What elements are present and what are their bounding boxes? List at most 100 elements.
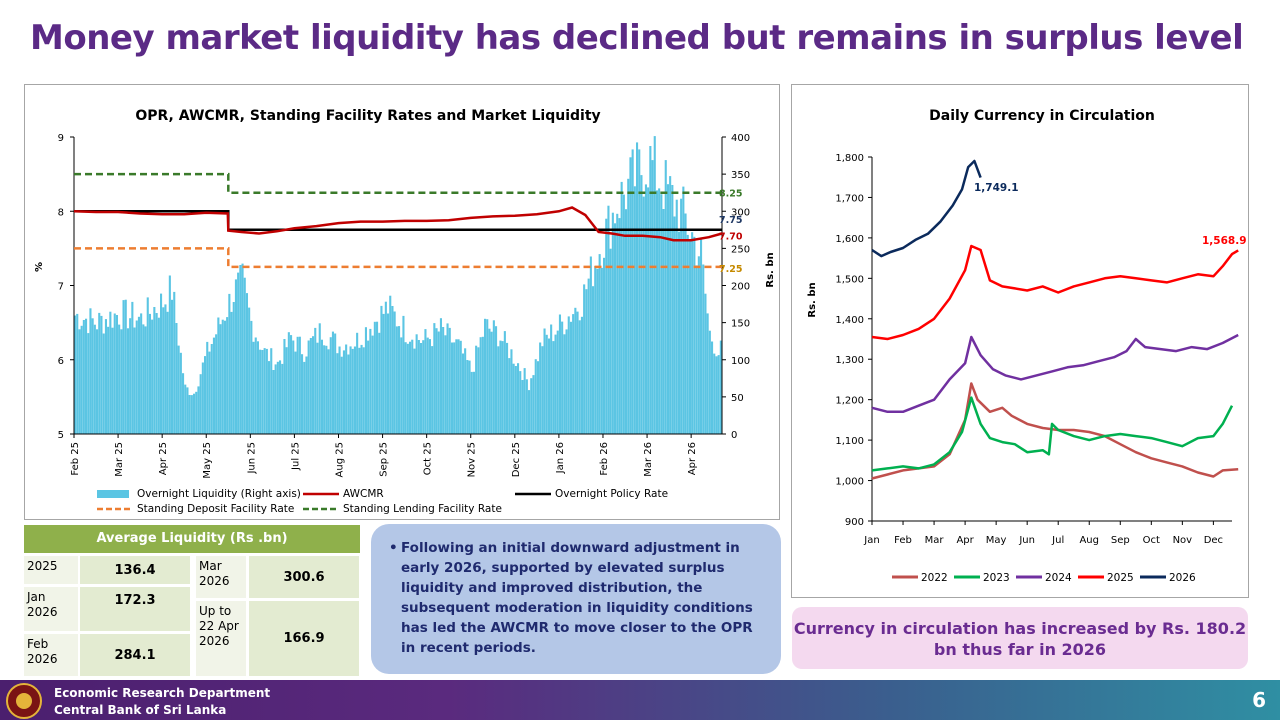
x-tick-label: Mar <box>925 535 945 546</box>
liquidity-bar <box>164 304 167 434</box>
liquidity-bar <box>184 384 187 434</box>
liquidity-bar <box>157 317 160 434</box>
liquidity-bar <box>450 342 453 434</box>
liquidity-bar <box>702 264 705 434</box>
liquidity-bar <box>314 327 317 434</box>
liquidity-bar <box>245 293 248 434</box>
liquidity-bar <box>307 340 310 434</box>
liquidity-bar <box>711 341 714 434</box>
legend-label: 2024 <box>1045 572 1072 584</box>
liquidity-bar <box>351 348 354 434</box>
liquidity-bar <box>616 213 619 434</box>
liquidity-bar <box>243 277 246 434</box>
liquidity-bar <box>682 186 685 434</box>
liquidity-bar <box>338 346 341 434</box>
liquidity-bar <box>664 160 667 434</box>
liquidity-bar <box>111 327 114 434</box>
liquidity-bar <box>598 254 601 434</box>
liquidity-bar <box>435 328 438 434</box>
liquidity-bar <box>662 209 665 434</box>
page-number: 6 <box>1252 688 1266 712</box>
series-end-label: 1,749.1 <box>974 182 1019 194</box>
liquidity-bar <box>395 326 398 434</box>
liquidity-bar <box>424 329 427 434</box>
liquidity-bar <box>294 351 297 434</box>
liquidity-bar <box>391 306 394 434</box>
liquidity-bar <box>490 331 493 434</box>
liquidity-bar <box>171 299 174 434</box>
x-tick-label: Sep <box>1111 535 1130 546</box>
liquidity-bar <box>545 334 548 434</box>
legend-label: AWCMR <box>343 488 384 500</box>
liquidity-bar <box>265 348 268 434</box>
y-axis-label: Rs. bn <box>807 282 818 317</box>
liquidity-bar <box>563 334 566 434</box>
liquidity-bar <box>409 341 412 434</box>
legend-label: 2023 <box>983 572 1010 584</box>
liquidity-bar <box>627 178 630 434</box>
liquidity-bar <box>312 336 315 434</box>
x-tick-label: Jul 25 <box>290 442 301 471</box>
avg-liquidity-value: 136.4 <box>80 556 190 584</box>
liquidity-bar <box>655 190 658 434</box>
y2-tick-label: 200 <box>731 282 750 293</box>
liquidity-bar <box>241 263 244 434</box>
liquidity-bar <box>301 354 304 434</box>
liquidity-bar <box>175 323 178 434</box>
liquidity-bar <box>82 320 85 434</box>
liquidity-bar <box>651 160 654 434</box>
liquidity-bar <box>179 352 182 434</box>
liquidity-bar <box>488 328 491 434</box>
liquidity-bar <box>166 311 169 434</box>
liquidity-bar <box>177 345 180 434</box>
liquidity-bar <box>501 341 504 434</box>
series-line-2024 <box>871 333 1239 414</box>
avg-liquidity-label: Mar 2026 <box>196 556 246 598</box>
liquidity-bar <box>461 353 464 434</box>
liquidity-bar <box>210 344 213 434</box>
liquidity-bar <box>684 213 687 434</box>
y-tick-label: 1,700 <box>835 193 864 204</box>
x-tick-label: Mar 25 <box>114 442 125 477</box>
x-tick-label: Aug <box>1079 535 1099 546</box>
y-tick-label: 9 <box>58 133 64 144</box>
liquidity-bar <box>534 359 537 434</box>
liquidity-bar <box>426 337 429 434</box>
liquidity-bar <box>279 360 282 434</box>
liquidity-bar <box>596 268 599 434</box>
liquidity-bar <box>263 348 266 434</box>
liquidity-bar <box>523 368 526 434</box>
x-tick-label: Nov <box>1173 535 1193 546</box>
x-tick-label: Apr 25 <box>158 442 169 475</box>
liquidity-bar <box>415 334 418 434</box>
liquidity-bar <box>536 361 539 434</box>
liquidity-bar <box>162 307 165 434</box>
currency-note-text: Currency in circulation has increased by… <box>793 619 1247 659</box>
liquidity-bar <box>188 395 191 434</box>
liquidity-bar <box>74 315 77 434</box>
liquidity-bar <box>446 323 449 434</box>
x-tick-label: Dec 25 <box>511 442 522 477</box>
liquidity-bar <box>640 175 643 434</box>
liquidity-bar <box>717 355 720 434</box>
avg-liquidity-label: Feb 2026 <box>24 634 78 676</box>
liquidity-bar <box>554 334 557 434</box>
liquidity-bar <box>193 393 196 434</box>
liquidity-bar <box>239 265 242 434</box>
y-tick-label: 1,100 <box>835 436 864 447</box>
liquidity-bar <box>499 340 502 434</box>
liquidity-bar <box>252 341 255 434</box>
liquidity-bar <box>614 223 617 434</box>
x-tick-label: Feb <box>894 535 912 546</box>
liquidity-bar <box>190 395 193 434</box>
commentary-bubble: Following an initial downward adjustment… <box>371 524 781 674</box>
liquidity-bar <box>217 317 220 434</box>
liquidity-bar <box>508 358 511 434</box>
liquidity-bar <box>417 340 420 434</box>
liquidity-bar <box>219 324 222 434</box>
liquidity-bar <box>201 362 204 434</box>
liquidity-bar <box>484 318 487 434</box>
liquidity-bar <box>148 313 151 434</box>
liquidity-bar <box>565 329 568 434</box>
liquidity-bar <box>693 236 696 434</box>
